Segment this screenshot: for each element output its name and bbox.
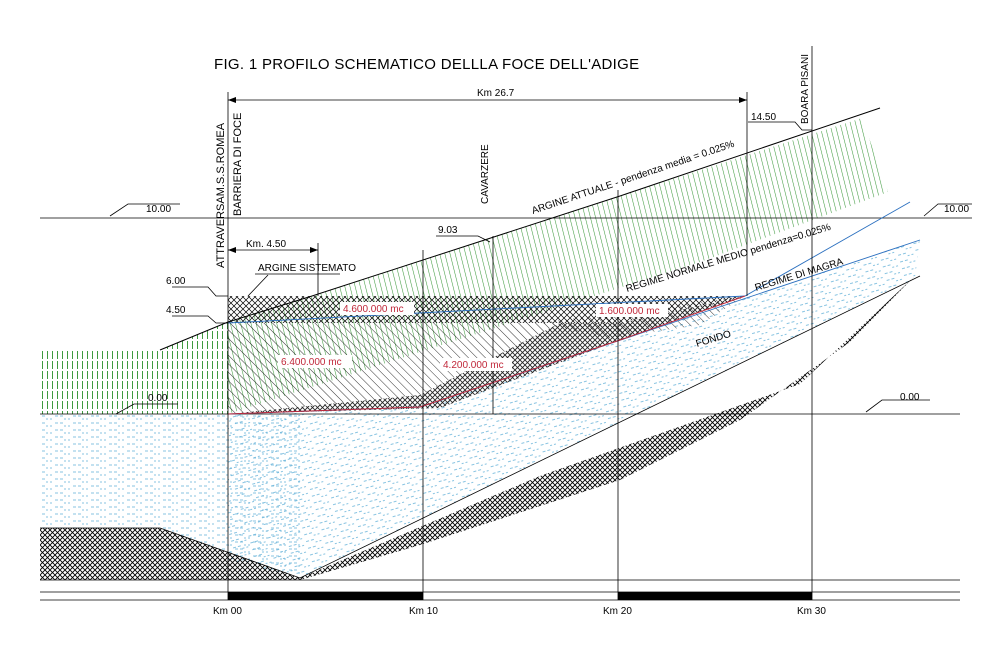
left-embankment-fill — [40, 322, 228, 414]
level-marker-1000-right: 10.00 — [923, 203, 972, 217]
label-attraversam: ATTRAVERSAM.S.S.ROMEA — [215, 122, 227, 268]
label-cavarzere: CAVARZERE — [480, 144, 491, 204]
level-marker-600: 6.00 — [166, 276, 228, 297]
svg-text:0.00: 0.00 — [900, 392, 920, 403]
label-argine-sistemato: ARGINE SISTEMATO — [247, 263, 356, 297]
fondo-line — [40, 275, 921, 579]
km-label-10: Km 10 — [409, 606, 438, 617]
label-barriera: BARRIERA DI FOCE — [232, 113, 244, 216]
dimension-km450-label: Km. 4.50 — [246, 239, 286, 250]
svg-text:0.00: 0.00 — [148, 393, 168, 404]
volume-6400-fill — [228, 323, 560, 414]
level-marker-1000-left: 10.00 — [109, 203, 180, 217]
scale-bar-0-10 — [228, 592, 423, 600]
diagram-title: FIG. 1 PROFILO SCHEMATICO DELLLA FOCE DE… — [214, 56, 639, 73]
label-boara: BOARA PISANI — [800, 54, 811, 124]
volume-label-4200: 4.200.000 mc — [443, 360, 504, 371]
km-label-20: Km 20 — [603, 606, 632, 617]
level-marker-000-right: 0.00 — [865, 392, 930, 413]
dimension-km267-label: Km 26.7 — [477, 88, 515, 99]
km-label-00: Km 00 — [213, 606, 242, 617]
svg-text:10.00: 10.00 — [944, 204, 969, 215]
volume-4200-fill — [228, 296, 745, 414]
level-marker-000-left: 0.00 — [115, 393, 178, 415]
dredge-boundary-line — [227, 295, 746, 415]
scale-bar-20-30 — [618, 592, 812, 600]
svg-text:ARGINE SISTEMATO: ARGINE SISTEMATO — [258, 263, 356, 274]
level-marker-450: 4.50 — [166, 305, 228, 324]
level-marker-1450: 14.50 — [748, 112, 812, 131]
km-label-30: Km 30 — [797, 606, 826, 617]
fondo-fill — [40, 276, 915, 580]
water-sloped-fill — [228, 240, 920, 578]
svg-text:10.00: 10.00 — [146, 204, 171, 215]
svg-text:9.03: 9.03 — [438, 225, 458, 236]
level-marker-903: 9.03 — [436, 225, 491, 243]
svg-text:6.00: 6.00 — [166, 276, 186, 287]
svg-text:14.50: 14.50 — [751, 112, 776, 123]
volume-label-1600: 1.600.000 mc — [599, 306, 660, 317]
volume-label-6400: 6.400.000 mc — [281, 357, 342, 368]
argine-attuale-line — [159, 107, 881, 351]
volume-label-4600: 4.600.000 mc — [343, 304, 404, 315]
svg-text:4.50: 4.50 — [166, 305, 186, 316]
